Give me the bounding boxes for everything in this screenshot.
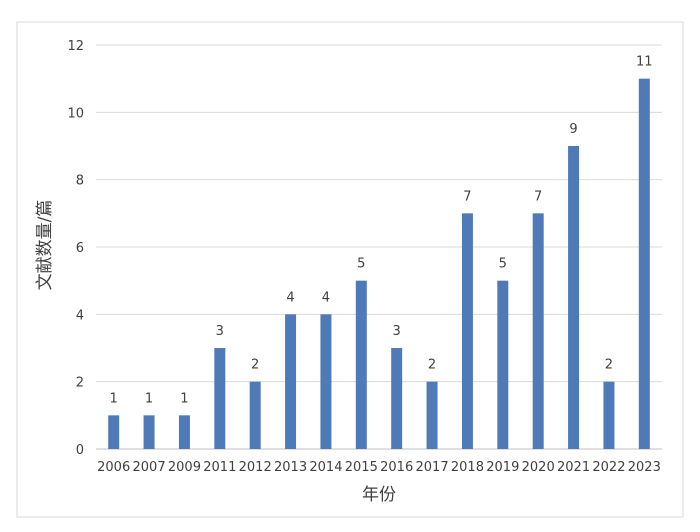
bar-2020 [532, 213, 544, 449]
data-label-2006: 1 [110, 391, 118, 406]
y-tick-label: 0 [76, 443, 84, 458]
bar-2015 [355, 280, 367, 449]
data-label-2013: 4 [286, 290, 294, 305]
data-label-2019: 5 [499, 257, 507, 272]
y-tick-label: 2 [76, 376, 84, 391]
bar-2022 [603, 381, 615, 449]
bar-2018 [461, 213, 473, 449]
data-label-2007: 1 [145, 391, 153, 406]
y-tick-label: 6 [76, 241, 84, 256]
bar-2012 [249, 381, 261, 449]
data-label-2021: 9 [569, 122, 577, 137]
x-axis-ticks: 2006 2007 2009 2011 2012 2013 2014 2015 2016 2017… [97, 460, 661, 475]
y-axis-label: 文献数量/篇 [35, 200, 55, 291]
bar-2017 [426, 381, 438, 449]
bar-2009 [178, 415, 190, 449]
bar-2016 [391, 348, 403, 449]
data-label-2018: 7 [463, 189, 471, 204]
data-label-2020: 7 [534, 189, 542, 204]
bar-2006 [108, 415, 120, 449]
data-label-2015: 5 [357, 257, 365, 272]
y-axis-ticks: 0 2 4 6 8 10 12 [67, 39, 84, 458]
data-label-2009: 1 [180, 391, 188, 406]
x-tick-label: 2011 [203, 460, 236, 475]
x-tick-label: 2022 [592, 460, 625, 475]
x-tick-label: 2006 [97, 460, 130, 475]
bar-2011 [214, 348, 226, 449]
x-tick-label: 2018 [451, 460, 484, 475]
data-label-2014: 4 [322, 290, 330, 305]
x-tick-label: 2013 [274, 460, 307, 475]
x-tick-label: 2017 [416, 460, 449, 475]
data-label-2023: 11 [636, 55, 653, 70]
bar-2021 [568, 146, 580, 449]
data-label-2012: 2 [251, 358, 259, 373]
y-tick-label: 4 [76, 308, 84, 323]
x-tick-label: 2019 [486, 460, 519, 475]
x-tick-label: 2007 [133, 460, 166, 475]
bar-2023 [638, 78, 650, 450]
data-label-2022: 2 [605, 358, 613, 373]
bar-2013 [285, 314, 297, 449]
x-tick-label: 2021 [557, 460, 590, 475]
y-tick-label: 12 [67, 39, 84, 54]
gridlines [96, 44, 662, 383]
bar-2019 [497, 280, 509, 449]
y-tick-label: 8 [76, 174, 84, 189]
x-tick-label: 2016 [380, 460, 413, 475]
x-tick-label: 2023 [628, 460, 661, 475]
y-tick-label: 10 [67, 106, 84, 121]
data-label-2016: 3 [393, 324, 401, 339]
x-axis-label: 年份 [362, 485, 396, 505]
bar-2007 [143, 415, 155, 449]
x-tick-label: 2009 [168, 460, 201, 475]
x-tick-label: 2014 [309, 460, 342, 475]
data-label-2011: 3 [216, 324, 224, 339]
data-label-2017: 2 [428, 358, 436, 373]
x-tick-label: 2012 [239, 460, 272, 475]
x-tick-label: 2015 [345, 460, 378, 475]
x-tick-label: 2020 [522, 460, 555, 475]
bars [108, 78, 650, 450]
bar-2014 [320, 314, 332, 449]
